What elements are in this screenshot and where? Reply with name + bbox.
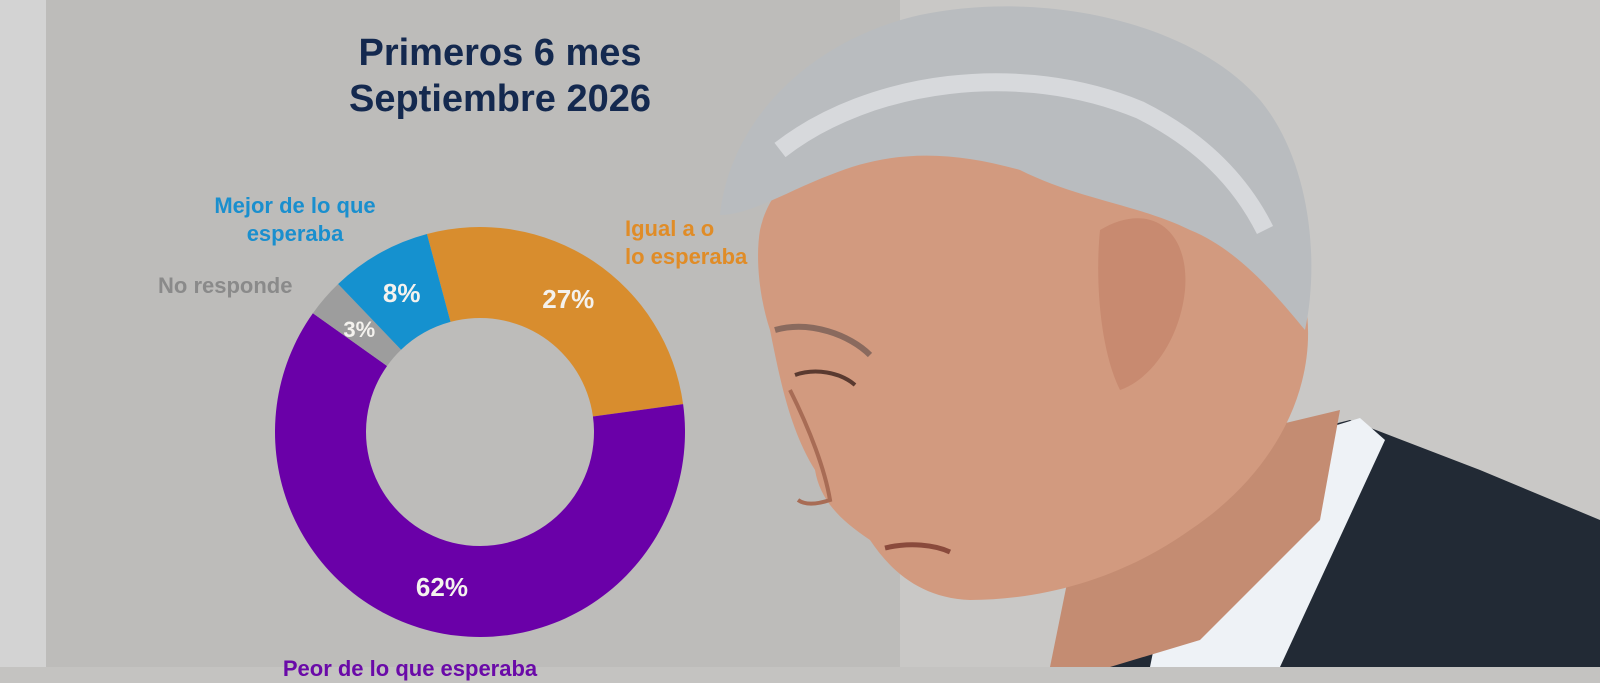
slice-value-label-2: 3% bbox=[343, 317, 375, 342]
slice-value-label-1: 62% bbox=[416, 572, 468, 602]
nose bbox=[788, 389, 833, 506]
legend-label-mejor: Mejor de lo que esperaba bbox=[214, 193, 376, 246]
donut-slice-2 bbox=[312, 284, 402, 366]
hair bbox=[720, 6, 1312, 330]
face bbox=[758, 105, 1309, 600]
hair-highlight bbox=[774, 73, 1274, 235]
donut-slice-0 bbox=[426, 227, 684, 417]
donut-slice-1 bbox=[275, 313, 685, 637]
slice-value-label-0: 27% bbox=[542, 284, 594, 314]
chart-title-block: Primeros 6 mes Septiembre 2026 bbox=[230, 30, 770, 122]
legend-label-no-responde: No responde bbox=[158, 273, 293, 298]
donut-slice-3 bbox=[338, 233, 451, 350]
legend-label-igual: Igual a o lo esperaba bbox=[625, 216, 748, 269]
eye bbox=[794, 369, 857, 387]
eyebrow bbox=[774, 323, 873, 358]
mouth bbox=[884, 542, 952, 555]
donut-chart: 27% 62% 3% 8% bbox=[275, 227, 685, 637]
person-photo bbox=[720, 6, 1600, 667]
chart-title: Primeros 6 mes bbox=[358, 32, 642, 74]
legend-label-peor: Peor de lo que esperaba bbox=[282, 656, 538, 681]
ear bbox=[1098, 218, 1186, 390]
slice-value-label-3: 8% bbox=[383, 278, 421, 308]
left-margin-strip bbox=[0, 0, 46, 667]
chart-subtitle: Septiembre 2026 bbox=[348, 78, 652, 120]
